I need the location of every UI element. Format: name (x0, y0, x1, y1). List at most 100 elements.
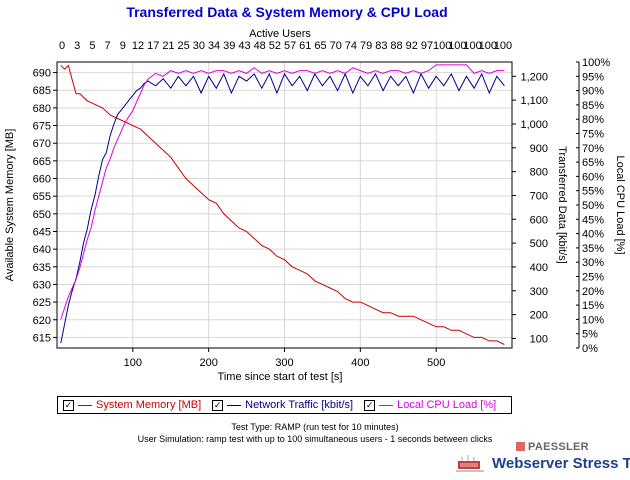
left-tick-label: 615 (33, 332, 51, 344)
left-axis-ticks: 615 620 625 630 635 640 645 650 655 660 665 670 675 6… (33, 68, 57, 344)
series-cpu-line (60, 64, 505, 320)
right-cpu-tick-label: 90% (582, 86, 604, 98)
legend-item-cpu[interactable]: ✓ Local CPU Load [%] (364, 399, 496, 411)
left-tick-label: 630 (33, 279, 51, 291)
top-tick-label: 100 (479, 40, 497, 52)
right-data-tick-label: 800 (530, 167, 548, 179)
legend-swatch-memory (78, 404, 92, 406)
right-data-tick-label: 1,000 (520, 119, 548, 131)
left-tick-label: 670 (33, 138, 51, 150)
left-tick-label: 650 (33, 209, 51, 221)
right-cpu-tick-label: 35% (582, 243, 604, 255)
top-tick-label: 100 (494, 40, 512, 52)
right-cpu-tick-label: 95% (582, 71, 604, 83)
top-tick-label: 92 (406, 40, 418, 52)
legend-checkbox-memory[interactable]: ✓ (63, 399, 74, 411)
top-tick-label: 88 (390, 40, 402, 52)
top-tick-label: 83 (375, 40, 387, 52)
left-tick-label: 640 (33, 244, 51, 256)
series-network-line (60, 72, 505, 344)
right-data-tick-label: 600 (530, 214, 548, 226)
top-tick-label: 9 (120, 40, 126, 52)
top-axis-label: Active Users (249, 28, 311, 40)
right-cpu-tick-label: 20% (582, 286, 604, 298)
series-layer (60, 64, 505, 345)
top-tick-label: 39 (223, 40, 235, 52)
left-tick-label: 660 (33, 174, 51, 186)
right-data-tick-label: 100 (530, 333, 548, 345)
right-cpu-tick-label: 5% (582, 329, 598, 341)
left-axis-label: Available System Memory [MB] (4, 129, 16, 282)
chart-svg: Transferred Data & System Memory & CPU L… (4, 4, 626, 383)
top-tick-label: 30 (193, 40, 205, 52)
top-tick-label: 0 (59, 40, 65, 52)
x-axis-label: Time since start of test [s] (218, 371, 343, 383)
legend-swatch-cpu (379, 404, 394, 406)
top-tick-label: 3 (74, 40, 80, 52)
right-cpu-tick-label: 100% (582, 57, 610, 69)
right-data-tick-label: 1,200 (520, 71, 548, 83)
chart-title: Transferred Data & System Memory & CPU L… (126, 4, 447, 20)
top-tick-label: 61 (299, 40, 311, 52)
legend: ✓ System Memory [MB] ✓ Network Traffic [… (57, 396, 512, 414)
top-tick-label: 12 (132, 40, 144, 52)
right-cpu-tick-label: 0% (582, 343, 598, 355)
right-cpu-tick-label: 70% (582, 143, 604, 155)
right-cpu-tick-label: 85% (582, 100, 604, 112)
left-tick-label: 680 (33, 103, 51, 115)
footer: Test Type: RAMP (run test for 10 minutes… (0, 421, 630, 445)
top-tick-label: 79 (360, 40, 372, 52)
right-cpu-tick-label: 50% (582, 200, 604, 212)
right-cpu-tick-label: 65% (582, 157, 604, 169)
top-axis-ticks: 0 3 5 7 9 12 17 21 25 30 34 39 43 48 52 57 61 65 70 74 79 83 8… (59, 40, 512, 52)
left-tick-label: 620 (33, 315, 51, 327)
legend-item-network[interactable]: ✓ Network Traffic [kbit/s] (212, 399, 353, 411)
top-tick-label: 52 (269, 40, 281, 52)
top-tick-label: 65 (314, 40, 326, 52)
legend-checkbox-network[interactable]: ✓ (212, 399, 224, 411)
top-tick-label: 34 (208, 40, 220, 52)
top-tick-label: 25 (178, 40, 190, 52)
top-tick-label: 7 (105, 40, 111, 52)
right-cpu-tick-label: 75% (582, 129, 604, 141)
server-icon (456, 455, 484, 472)
right-cpu-tick-label: 40% (582, 229, 604, 241)
top-tick-label: 100 (463, 40, 481, 52)
right-data-tick-label: 200 (530, 310, 548, 322)
legend-checkbox-cpu[interactable]: ✓ (364, 399, 376, 411)
grid (57, 62, 512, 348)
left-tick-label: 635 (33, 262, 51, 274)
top-tick-label: 100 (433, 40, 451, 52)
brand-product: Webserver Stress Tool (492, 455, 630, 472)
top-tick-label: 97 (421, 40, 433, 52)
right-cpu-tick-label: 80% (582, 114, 604, 126)
left-tick-label: 675 (33, 121, 51, 133)
top-tick-label: 21 (162, 40, 174, 52)
right-cpu-tick-label: 45% (582, 214, 604, 226)
top-tick-label: 17 (147, 40, 159, 52)
left-tick-label: 685 (33, 85, 51, 97)
paessler-mark-icon (516, 442, 525, 451)
left-tick-label: 655 (33, 191, 51, 203)
right-data-tick-label: 700 (530, 190, 548, 202)
footer-test-type: Test Type: RAMP (run test for 10 minutes… (231, 422, 399, 432)
x-tick-label: 200 (199, 357, 217, 369)
top-tick-label: 100 (448, 40, 466, 52)
x-tick-label: 300 (275, 357, 293, 369)
top-tick-label: 74 (345, 40, 357, 52)
series-memory-line (60, 64, 505, 345)
right-axis-cpu-label: Local CPU Load [%] (614, 155, 626, 254)
x-tick-label: 500 (427, 357, 445, 369)
legend-item-memory[interactable]: ✓ System Memory [MB] (63, 399, 201, 411)
left-tick-label: 645 (33, 226, 51, 238)
top-tick-label: 70 (330, 40, 342, 52)
right-cpu-tick-label: 25% (582, 272, 604, 284)
footer-user-simulation: User Simulation: ramp test with up to 10… (137, 434, 493, 444)
top-tick-label: 5 (89, 40, 95, 52)
right-data-tick-label: 900 (530, 143, 548, 155)
left-tick-label: 625 (33, 297, 51, 309)
legend-label-network: Network Traffic [kbit/s] (245, 399, 354, 411)
right-cpu-tick-label: 60% (582, 171, 604, 183)
left-tick-label: 690 (33, 68, 51, 80)
right-data-tick-label: 500 (530, 238, 548, 250)
